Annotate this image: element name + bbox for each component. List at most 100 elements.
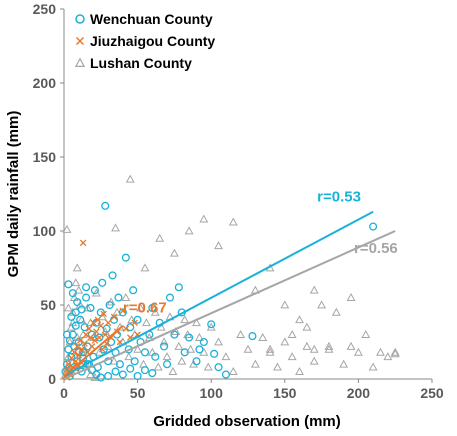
data-point [124,352,134,361]
x-axis-title: Gridded observation (mm) [153,413,341,430]
data-point [107,334,115,341]
data-point [104,371,113,381]
data-point [83,303,93,312]
data-point [93,328,100,335]
data-point [309,285,319,294]
data-point [141,318,151,327]
data-point [309,356,319,365]
data-point [221,352,231,361]
data-point [155,233,165,242]
data-point [376,347,385,356]
fit-lines [63,210,396,380]
data-point [214,363,223,372]
data-point [86,303,95,313]
data-point [272,362,282,371]
data-point [71,278,81,287]
data-point [151,352,160,361]
data-point [248,332,257,341]
data-point [68,307,78,316]
x-tick-label: 50 [130,385,146,401]
data-point [390,349,400,358]
data-point [91,337,99,344]
series-wenchuan-county [61,201,378,382]
data-point [159,337,169,346]
data-point [87,334,94,341]
data-point [78,346,85,353]
data-point [67,352,76,361]
data-point [160,342,169,351]
x-tick-label: 100 [200,385,224,401]
legend-label: Lushan County [90,55,192,71]
legend-marker [74,57,86,67]
data-point [221,370,230,379]
data-point [91,288,101,297]
data-point [118,308,127,317]
legend: Wenchuan County Jiuzhaigou County Lushan C… [74,11,215,71]
data-point [129,286,138,295]
r-value-label: r=0.56 [354,240,398,257]
data-point [174,283,183,292]
data-point [150,307,160,316]
data-point [148,369,157,378]
data-point [79,348,88,357]
data-point [75,352,82,359]
data-point [170,330,179,339]
data-point [94,316,102,324]
y-axis-title: GPM daily rainfall (mm) [5,111,22,278]
data-point [280,337,290,346]
data-point [82,331,90,338]
data-point [64,280,73,289]
data-point [339,359,349,368]
x-tick-label: 0 [60,385,68,401]
data-point [97,312,107,321]
data-point [258,332,268,341]
data-point [346,292,356,301]
data-point [186,344,196,353]
series-lushan-county [61,174,400,381]
data-point [104,319,112,327]
data-point [121,253,130,262]
data-point [115,360,124,369]
data-point [192,357,201,366]
data-point [210,349,219,358]
data-point [136,303,145,312]
data-point [194,332,204,341]
data-point [90,319,97,327]
data-point [192,318,201,327]
data-point [130,357,139,366]
data-point [72,263,82,272]
data-point [105,300,114,310]
data-point [74,285,84,294]
legend-marker [75,14,85,24]
data-point [65,336,74,345]
data-point [203,362,213,371]
y-ticks: 0 50 100 150 200 250 [33,1,64,387]
data-point [368,362,378,371]
data-point [295,366,304,375]
data-point [180,315,190,324]
data-point [68,355,75,362]
data-point [125,174,135,183]
data-point [97,322,105,329]
data-point [71,321,80,330]
data-point [199,214,209,223]
data-point [214,337,224,346]
data-point [180,348,189,357]
data-point [162,352,172,361]
legend-item: Lushan County [74,55,192,71]
data-point [68,289,77,298]
data-point [116,338,124,346]
data-point [62,224,72,233]
data-point [65,360,72,368]
r-labels: r=0.53 r=0.67 r=0.56 [123,188,398,316]
data-point [101,201,110,210]
legend-item: Jiuzhaigou County [75,33,215,49]
data-point [162,360,172,369]
data-point [383,352,393,361]
data-point [168,366,178,375]
data-point [96,308,105,317]
data-point [131,319,138,327]
fit-line [63,230,396,380]
data-point [119,307,127,315]
legend-item: Wenchuan County [75,11,213,27]
